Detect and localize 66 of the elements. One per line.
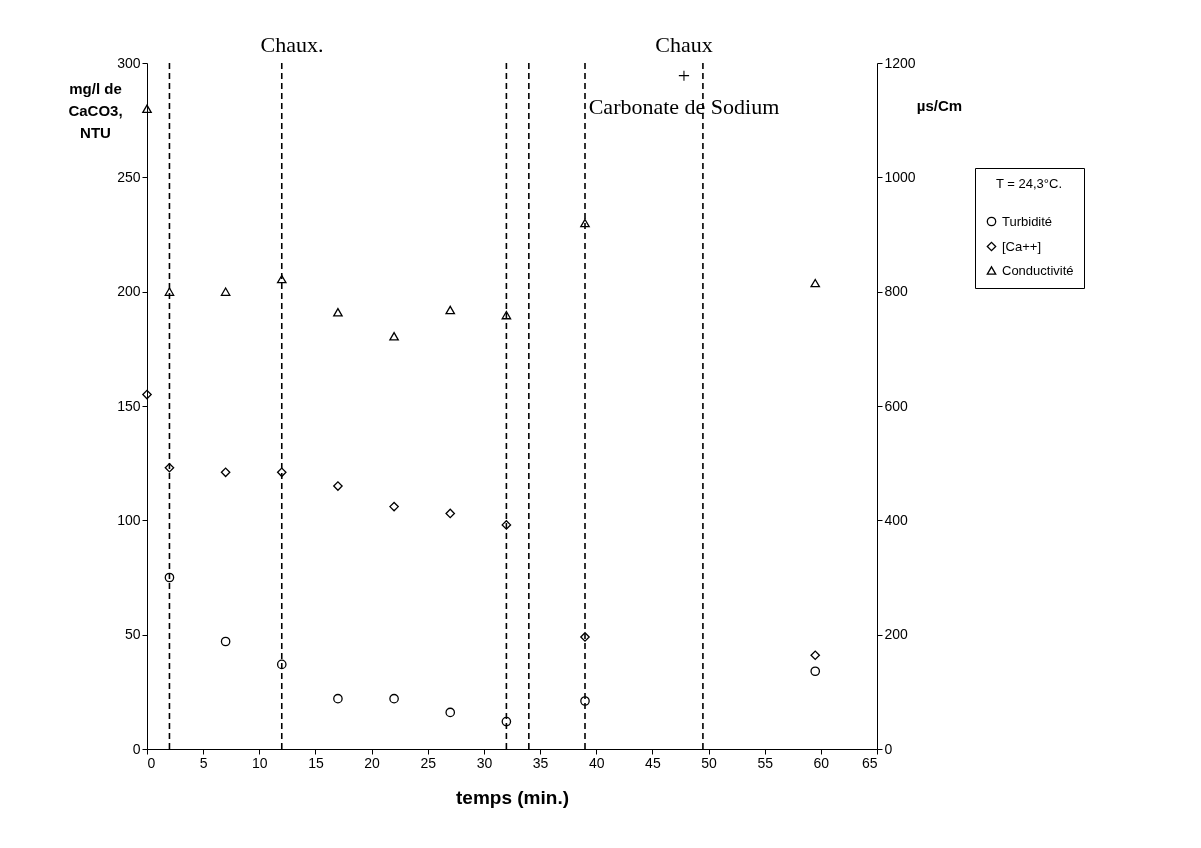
x-tick-label: 5 (199, 754, 208, 771)
point (580, 218, 590, 228)
point (164, 572, 175, 583)
y-tick-label: 200 (117, 283, 141, 300)
y2-tick-label: 400 (884, 511, 909, 528)
x-axis-title: temps (min.) (456, 786, 569, 808)
x-tick-label: 55 (757, 754, 774, 771)
point (445, 508, 456, 519)
y2-tick-label: 600 (884, 397, 909, 414)
point (220, 287, 231, 296)
point (220, 636, 231, 647)
point (276, 274, 287, 284)
point (333, 693, 343, 704)
y2-tick-label: 1200 (884, 54, 916, 71)
point (276, 467, 287, 478)
x-tick-label: 50 (701, 754, 718, 771)
y2-tick-label: 0 (884, 740, 893, 757)
point (142, 104, 152, 114)
y2-axis-title: µs/Cm (916, 96, 963, 114)
point (501, 716, 512, 727)
point (810, 650, 821, 661)
x-tick-label: 30 (476, 754, 493, 771)
y2-tick-label: 800 (884, 283, 909, 300)
y-tick-label: 250 (117, 168, 141, 185)
y-tick-label: 0 (132, 740, 141, 757)
y-tick-label: 300 (117, 54, 141, 71)
x-tick-label: 0 (147, 754, 156, 771)
y2-tick-label: 200 (884, 626, 909, 643)
x-tick-label: 40 (588, 754, 605, 771)
x-tick-label: 20 (364, 754, 381, 771)
point (389, 693, 399, 704)
point (810, 666, 821, 677)
y2-tick-label: 1000 (884, 168, 916, 185)
legend-label: [Ca++] (1002, 238, 1042, 254)
point (276, 659, 287, 670)
point (445, 707, 456, 718)
point (501, 310, 512, 320)
annotation: Chaux + Carbonate de Sodium (588, 32, 780, 119)
point (810, 278, 821, 288)
x-tick-label: 35 (532, 754, 549, 771)
point (580, 632, 590, 642)
legend-title: T = 24,3°C. (995, 176, 1063, 191)
point (389, 331, 399, 341)
x-tick-label: 10 (252, 754, 268, 771)
legend-label: Turbidité (1002, 213, 1053, 229)
x-tick-label: 25 (420, 754, 437, 771)
x-tick-label: 60 (813, 754, 830, 771)
point (580, 696, 590, 706)
point (164, 462, 175, 473)
point (333, 481, 343, 491)
point (220, 467, 231, 478)
point (389, 501, 399, 512)
x-tick-label: 65 (861, 754, 878, 771)
point (501, 520, 512, 530)
y-tick-label: 100 (117, 511, 141, 528)
y-axis-title: mg/l de CaCO3, NTU (68, 79, 123, 141)
x-tick-label: 45 (645, 754, 661, 771)
point (445, 305, 456, 315)
point (164, 287, 175, 296)
legend-label: Conductivité (1002, 262, 1074, 278)
point (142, 389, 152, 400)
x-tick-label: 15 (308, 754, 324, 771)
point (333, 307, 343, 317)
y-tick-label: 150 (117, 397, 141, 414)
y-tick-label: 50 (124, 626, 141, 643)
text: Chaux. (260, 32, 324, 57)
